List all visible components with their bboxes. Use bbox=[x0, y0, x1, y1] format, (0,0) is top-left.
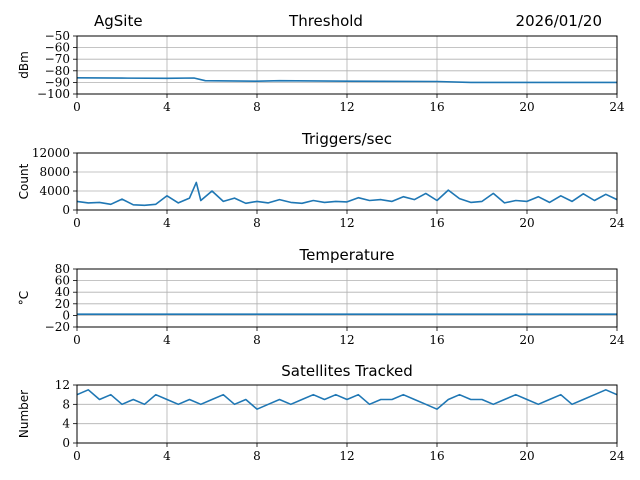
triggers-y-tick-label: 0 bbox=[62, 203, 70, 217]
temperature-x-tick-label: 8 bbox=[253, 333, 261, 347]
temperature-x-tick-label: 20 bbox=[519, 333, 534, 347]
temperature-y-axis-label: °C bbox=[17, 291, 31, 305]
temperature-y-tick-label: 80 bbox=[55, 262, 70, 276]
temperature-y-tick-label: 0 bbox=[62, 308, 70, 322]
threshold-y-tick-label: −70 bbox=[45, 52, 70, 66]
satellites-x-tick-label: 4 bbox=[163, 449, 171, 463]
temperature-x-tick-label: 24 bbox=[609, 333, 625, 347]
threshold-x-tick-label: 0 bbox=[73, 100, 81, 114]
temperature-y-tick-label: 20 bbox=[55, 297, 70, 311]
satellites-y-tick-label: 4 bbox=[62, 417, 70, 431]
triggers-y-tick-label: 8000 bbox=[39, 165, 70, 179]
temperature-x-tick-label: 4 bbox=[163, 333, 171, 347]
satellites-x-tick-label: 0 bbox=[73, 449, 81, 463]
threshold-y-tick-label: −80 bbox=[45, 64, 70, 78]
temperature-x-tick-label: 12 bbox=[339, 333, 354, 347]
satellites-x-tick-label: 8 bbox=[253, 449, 261, 463]
threshold-panel: 0 4 8 12 16 20 24 −100−90−80−70−60−50 dBm bbox=[17, 29, 625, 114]
date-label: 2026/01/20 bbox=[515, 12, 602, 30]
temperature-title: Temperature bbox=[298, 246, 394, 264]
satellites-y-tick-label: 0 bbox=[62, 436, 70, 450]
threshold-y-axis-label: dBm bbox=[17, 51, 31, 79]
satellites-x-tick-label: 20 bbox=[519, 449, 534, 463]
triggers-x-tick-label: 16 bbox=[429, 216, 444, 230]
satellites-y-tick-label: 8 bbox=[62, 397, 70, 411]
satellites-y-tick-label: 12 bbox=[55, 378, 70, 392]
satellites-series-line bbox=[76, 388, 618, 411]
site-name: AgSite bbox=[94, 12, 143, 30]
threshold-title: Threshold bbox=[289, 12, 363, 30]
triggers-y-tick-label: 4000 bbox=[39, 184, 70, 198]
triggers-x-tick-label: 4 bbox=[163, 216, 171, 230]
temperature-y-tick-label: −20 bbox=[45, 320, 70, 334]
satellites-x-tick-label: 24 bbox=[609, 449, 625, 463]
temperature-y-tick-label: 40 bbox=[55, 285, 70, 299]
threshold-x-tick-label: 24 bbox=[609, 100, 625, 114]
threshold-y-tick-label: −60 bbox=[45, 41, 70, 55]
threshold-x-tick-label: 4 bbox=[163, 100, 171, 114]
threshold-x-tick-label: 12 bbox=[339, 100, 354, 114]
temperature-y-tick-label: 60 bbox=[55, 274, 70, 288]
triggers-title: Triggers/sec bbox=[301, 130, 392, 148]
satellites-x-tick-label: 12 bbox=[339, 449, 354, 463]
threshold-x-tick-label: 8 bbox=[253, 100, 261, 114]
triggers-series-line bbox=[76, 181, 618, 207]
threshold-y-tick-label: −50 bbox=[45, 29, 70, 43]
triggers-x-tick-label: 24 bbox=[609, 216, 625, 230]
threshold-y-tick-label: −90 bbox=[45, 75, 70, 89]
threshold-series-line bbox=[76, 77, 617, 84]
satellites-x-tick-label: 16 bbox=[429, 449, 444, 463]
triggers-x-tick-label: 20 bbox=[519, 216, 534, 230]
satellites-panel: 0 4 8 12 16 20 24 0 4 8 12 Number Satellites Tracked bbox=[17, 362, 625, 463]
triggers-y-tick-label: 12000 bbox=[32, 146, 70, 160]
temperature-x-tick-label: 16 bbox=[429, 333, 444, 347]
threshold-y-tick-label: −100 bbox=[37, 87, 70, 101]
triggers-x-tick-label: 0 bbox=[73, 216, 81, 230]
triggers-y-axis-label: Count bbox=[17, 163, 31, 199]
temperature-x-tick-label: 0 bbox=[73, 333, 81, 347]
satellites-y-axis-label: Number bbox=[17, 390, 31, 438]
triggers-x-tick-label: 8 bbox=[253, 216, 261, 230]
satellites-title: Satellites Tracked bbox=[281, 362, 412, 380]
threshold-x-tick-label: 20 bbox=[519, 100, 534, 114]
triggers-x-tick-label: 12 bbox=[339, 216, 354, 230]
threshold-x-tick-label: 16 bbox=[429, 100, 444, 114]
